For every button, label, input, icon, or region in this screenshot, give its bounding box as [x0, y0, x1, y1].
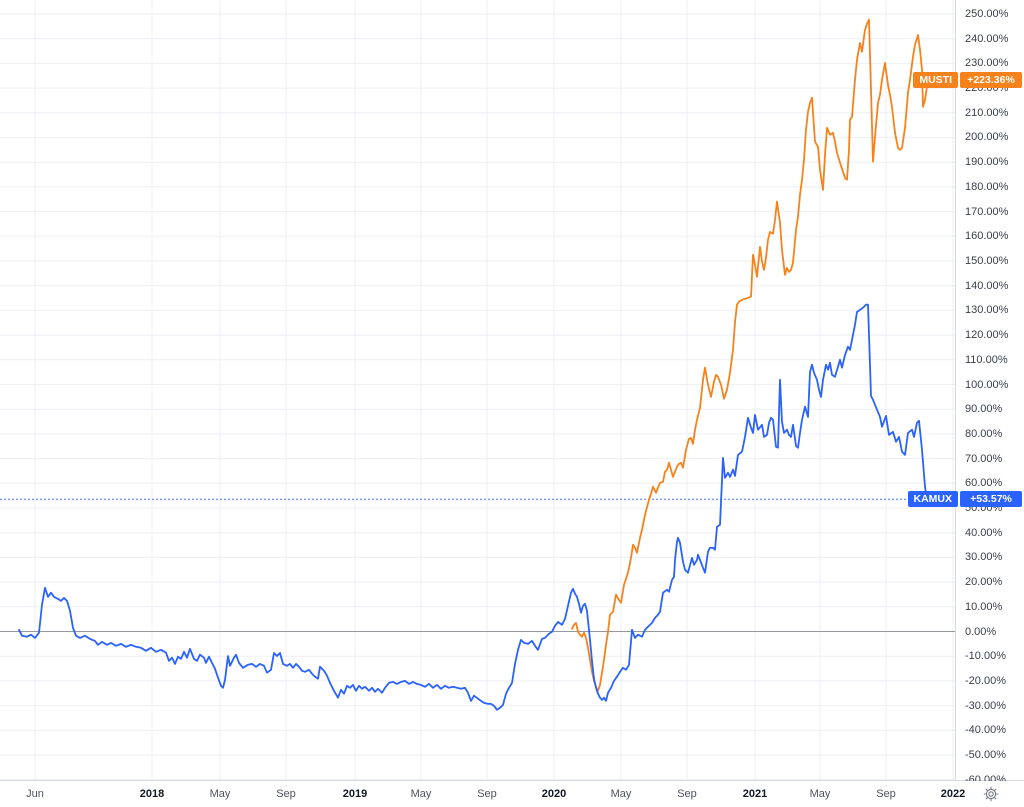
price-chart-plot[interactable]: [0, 0, 956, 781]
musti-symbol-label: MUSTI: [913, 72, 958, 88]
settings-gear-icon[interactable]: [983, 786, 999, 802]
kamux-change-value: +53.57%: [960, 491, 1022, 507]
time-axis-label: May: [809, 788, 831, 800]
musti-change-value: +223.36%: [960, 72, 1022, 88]
price-axis-separator: [955, 0, 956, 807]
kamux-line: [18, 303, 928, 711]
musti-line: [571, 18, 929, 692]
price-axis-label: 150.00%: [965, 255, 1009, 267]
price-axis-label: 230.00%: [965, 57, 1009, 69]
price-axis-label: 0.00%: [965, 626, 997, 638]
price-axis-label: 90.00%: [965, 403, 1003, 415]
price-axis-label: 210.00%: [965, 107, 1009, 119]
kamux-symbol-label: KAMUX: [907, 491, 958, 507]
time-axis-separator: [0, 780, 1024, 781]
price-axis-label: 120.00%: [965, 329, 1009, 341]
price-axis-label: -40.00%: [965, 724, 1006, 736]
time-axis-label: Sep: [876, 788, 896, 800]
time-axis-label: 2022: [940, 788, 966, 800]
price-axis-label: 250.00%: [965, 8, 1009, 20]
time-axis-label: 2019: [342, 788, 368, 800]
price-axis-label: 30.00%: [965, 551, 1003, 563]
price-axis-label: 170.00%: [965, 206, 1009, 218]
price-axis-label: 40.00%: [965, 527, 1003, 539]
price-axis-label: 80.00%: [965, 428, 1003, 440]
price-axis-label: -20.00%: [965, 675, 1006, 687]
time-axis[interactable]: Jun 2018 May Sep 2019 May Sep 2020 May Sep 2021 May…: [0, 781, 1024, 807]
time-axis-label: Sep: [677, 788, 697, 800]
kamux-price-badge: KAMUX +53.57%: [907, 491, 1022, 507]
price-axis-label: 240.00%: [965, 33, 1009, 45]
price-axis-label: -50.00%: [965, 749, 1006, 761]
time-axis-label: Sep: [477, 788, 497, 800]
price-axis-label: 190.00%: [965, 156, 1009, 168]
price-axis[interactable]: 250.00% 240.00% 230.00% 220.00% 210.00% 200.0…: [956, 0, 1024, 786]
time-axis-label: Jun: [26, 788, 44, 800]
price-axis-label: 130.00%: [965, 304, 1009, 316]
price-axis-label: -10.00%: [965, 650, 1006, 662]
price-axis-label: 140.00%: [965, 280, 1009, 292]
price-axis-label: 10.00%: [965, 601, 1003, 613]
price-axis-label: 60.00%: [965, 477, 1003, 489]
time-axis-label: May: [410, 788, 432, 800]
price-axis-label: 180.00%: [965, 181, 1009, 193]
price-axis-label: 200.00%: [965, 131, 1009, 143]
time-axis-label: May: [610, 788, 632, 800]
price-axis-label: 110.00%: [965, 354, 1008, 366]
price-axis-label: 20.00%: [965, 576, 1003, 588]
price-axis-label: 160.00%: [965, 230, 1009, 242]
time-axis-label: 2021: [742, 788, 768, 800]
musti-price-badge: MUSTI +223.36%: [913, 72, 1022, 88]
time-axis-label: 2020: [541, 788, 567, 800]
price-axis-label: 70.00%: [965, 453, 1003, 465]
time-axis-label: Sep: [276, 788, 296, 800]
time-axis-label: 2018: [139, 788, 165, 800]
price-axis-label: -30.00%: [965, 700, 1006, 712]
price-axis-label: 100.00%: [965, 379, 1009, 391]
time-axis-label: May: [209, 788, 231, 800]
